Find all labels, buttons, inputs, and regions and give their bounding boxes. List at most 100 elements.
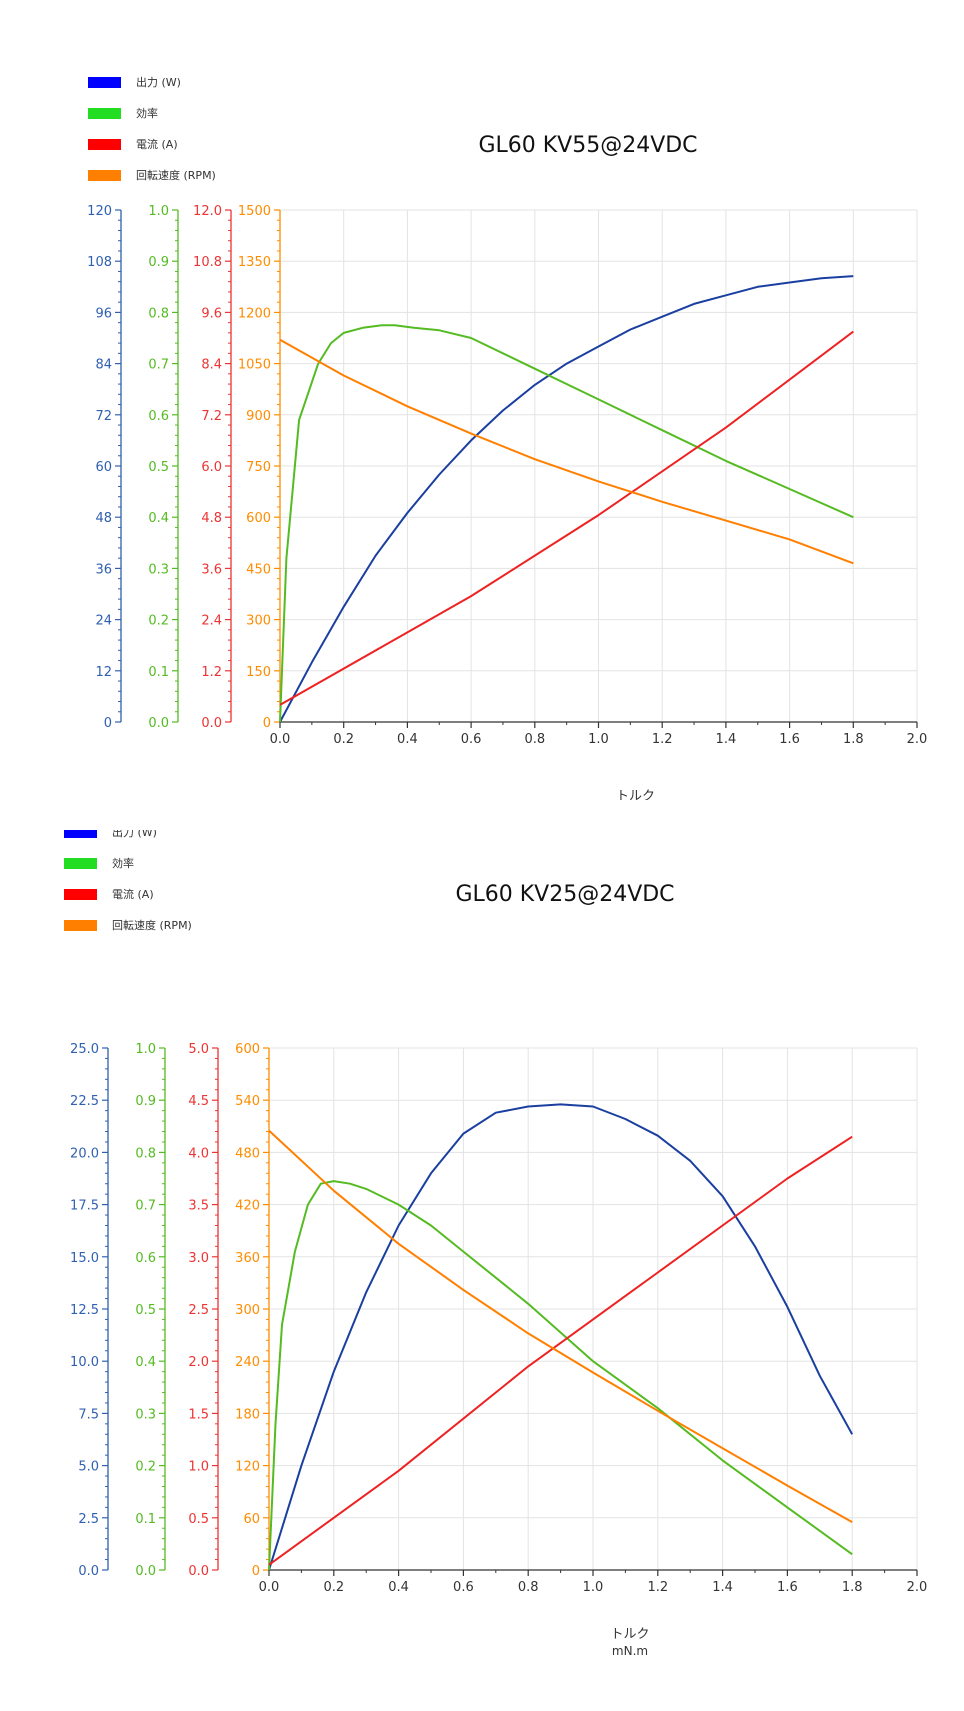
chart-2-legend-label-1: 出力 (W) bbox=[112, 830, 157, 839]
chart-1-axis-rpm-tick-label-2: 300 bbox=[246, 614, 271, 629]
chart-1-axis-rpm-tick-label-5: 750 bbox=[246, 460, 271, 475]
chart-1-x-tick-label-0: 0.0 bbox=[270, 732, 291, 747]
chart-1-axis-power-tick-label-5: 60 bbox=[95, 460, 112, 475]
chart-2-x-tick-label-2: 0.4 bbox=[388, 1580, 409, 1595]
chart-1-axis-power-tick-label-9: 108 bbox=[87, 255, 112, 270]
chart-2-axis-power-tick-label-9: 22.5 bbox=[70, 1094, 99, 1109]
chart-2-legend-label-4: 回転速度 (RPM) bbox=[112, 918, 192, 932]
chart-2-x-tick-label-5: 1.0 bbox=[583, 1580, 604, 1595]
chart-2-axis-power-tick-label-5: 12.5 bbox=[70, 1303, 99, 1318]
chart-1-axis-power-tick-label-2: 24 bbox=[95, 614, 112, 629]
chart-1-axis-current-tick-label-3: 3.6 bbox=[201, 562, 222, 577]
chart-2-legend-swatch-4 bbox=[64, 920, 97, 931]
chart-1: 出力 (W) 効率 電流 (A) 回転速度 (RPM) GL60 KV55@24VDC 0… bbox=[0, 0, 964, 804]
chart-2-axis-rpm-tick-label-0: 0 bbox=[252, 1564, 260, 1579]
chart-1-x-tick-label-9: 1.8 bbox=[843, 732, 864, 747]
chart-2-axis-current-tick-label-1: 0.5 bbox=[188, 1512, 209, 1527]
chart-1-x-tick-label-3: 0.6 bbox=[461, 732, 482, 747]
chart-2-x-axis-unit: mN.m bbox=[612, 1644, 648, 1658]
chart-2-axis-efficiency-tick-label-10: 1.0 bbox=[135, 1042, 156, 1057]
chart-1-series-rpm-line bbox=[279, 338, 854, 565]
chart-1-x-tick-label-1: 0.2 bbox=[333, 732, 354, 747]
chart-2-x-tick-label-8: 1.6 bbox=[777, 1580, 798, 1595]
chart-1-axis-efficiency-tick-label-8: 0.8 bbox=[148, 306, 169, 321]
chart-1-x-tick-label-8: 1.6 bbox=[779, 732, 800, 747]
chart-2-axis-power-tick-label-0: 0.0 bbox=[78, 1564, 99, 1579]
chart-2-x-tick-label-1: 0.2 bbox=[323, 1580, 344, 1595]
chart-2-x-tick-label-4: 0.8 bbox=[518, 1580, 539, 1595]
chart-1-x-tick-label-10: 2.0 bbox=[907, 732, 928, 747]
chart-1-x-tick-label-7: 1.4 bbox=[716, 732, 737, 747]
chart-1-x-tick-label-4: 0.8 bbox=[524, 732, 545, 747]
chart-2-axis-rpm-tick-label-6: 360 bbox=[235, 1251, 260, 1266]
chart-1-axis-rpm-tick-label-8: 1200 bbox=[238, 306, 271, 321]
chart-2-axis-power-tick-label-3: 7.5 bbox=[78, 1407, 99, 1422]
chart-2-title: GL60 KV25@24VDC bbox=[455, 882, 674, 907]
chart-1-axis-efficiency-tick-label-6: 0.6 bbox=[148, 409, 169, 424]
chart-2-axis-efficiency-tick-label-5: 0.5 bbox=[135, 1303, 156, 1318]
chart-1-x-tick-label-6: 1.2 bbox=[652, 732, 673, 747]
chart-1-title: GL60 KV55@24VDC bbox=[478, 133, 697, 158]
chart-2-series-efficiency-line bbox=[268, 1180, 853, 1571]
chart-2-x-tick-label-3: 0.6 bbox=[453, 1580, 474, 1595]
chart-1-axis-current-tick-label-8: 9.6 bbox=[201, 306, 222, 321]
chart-2-axis-rpm-tick-label-8: 480 bbox=[235, 1146, 260, 1161]
chart-1-axis-efficiency-tick-label-10: 1.0 bbox=[148, 204, 169, 219]
chart-1-axis-current-tick-label-5: 6.0 bbox=[201, 460, 222, 475]
chart-2-axis-power-tick-label-1: 2.5 bbox=[78, 1512, 99, 1527]
chart-2-axis-power-tick-label-4: 10.0 bbox=[70, 1355, 99, 1370]
chart-1-legend-swatch-2 bbox=[88, 108, 121, 119]
chart-1-legend-swatch-4 bbox=[88, 170, 121, 181]
chart-1-axis-rpm-tick-label-7: 1050 bbox=[238, 358, 271, 373]
chart-1-axis-rpm-tick-label-0: 0 bbox=[263, 716, 271, 731]
chart-2-axis-rpm-tick-label-1: 60 bbox=[243, 1512, 260, 1527]
chart-2-legend-label-2: 効率 bbox=[112, 856, 134, 870]
chart-1-axis-efficiency-tick-label-3: 0.3 bbox=[148, 562, 169, 577]
chart-1-axis-current-tick-label-7: 8.4 bbox=[201, 358, 222, 373]
chart-2-x-tick-label-0: 0.0 bbox=[259, 1580, 280, 1595]
chart-1-axis-efficiency-tick-label-9: 0.9 bbox=[148, 255, 169, 270]
chart-1-axis-rpm-tick-label-4: 600 bbox=[246, 511, 271, 526]
chart-1-axis-current-tick-label-2: 2.4 bbox=[201, 614, 222, 629]
chart-1-axis-power-tick-label-7: 84 bbox=[95, 358, 112, 373]
chart-2-axis-rpm-tick-label-4: 240 bbox=[235, 1355, 260, 1370]
chart-1-axis-current-tick-label-1: 1.2 bbox=[201, 665, 222, 680]
chart-2-axis-current-tick-label-5: 2.5 bbox=[188, 1303, 209, 1318]
chart-2-axis-current-tick-label-4: 2.0 bbox=[188, 1355, 209, 1370]
chart-1-axis-rpm-tick-label-3: 450 bbox=[246, 562, 271, 577]
chart-2-axis-current-tick-label-0: 0.0 bbox=[188, 1564, 209, 1579]
chart-1-axis-power-tick-label-0: 0 bbox=[104, 716, 112, 731]
chart-1-axis-power-tick-label-8: 96 bbox=[95, 306, 112, 321]
chart-2-axis-efficiency-tick-label-0: 0.0 bbox=[135, 1564, 156, 1579]
chart-1-x-tick-label-5: 1.0 bbox=[588, 732, 609, 747]
chart-2-axis-efficiency-tick-label-3: 0.3 bbox=[135, 1407, 156, 1422]
chart-1-series-efficiency-line bbox=[279, 324, 854, 723]
chart-2-axis-power-tick-label-2: 5.0 bbox=[78, 1460, 99, 1475]
chart-1-legend-swatch-3 bbox=[88, 139, 121, 150]
chart-1-legend-label-1: 出力 (W) bbox=[136, 75, 181, 89]
chart-2-axis-current-tick-label-3: 1.5 bbox=[188, 1407, 209, 1422]
chart-2-legend-swatch-2 bbox=[64, 858, 97, 869]
chart-1-axis-rpm-tick-label-6: 900 bbox=[246, 409, 271, 424]
chart-1-legend-swatch-1 bbox=[88, 77, 121, 88]
chart-2-axis-efficiency-tick-label-1: 0.1 bbox=[135, 1512, 156, 1527]
chart-2-axis-rpm-tick-label-5: 300 bbox=[235, 1303, 260, 1318]
chart-2-axis-efficiency-tick-label-4: 0.4 bbox=[135, 1355, 156, 1370]
chart-1-series-power-line bbox=[279, 275, 854, 723]
chart-2-x-tick-label-6: 1.2 bbox=[647, 1580, 668, 1595]
chart-1-axis-power-tick-label-1: 12 bbox=[95, 665, 112, 680]
chart-1-axis-rpm-tick-label-1: 150 bbox=[246, 665, 271, 680]
chart-1-axis-current-tick-label-4: 4.8 bbox=[201, 511, 222, 526]
chart-2-series-current-line bbox=[268, 1135, 853, 1566]
chart-2-axis-current-tick-label-6: 3.0 bbox=[188, 1251, 209, 1266]
chart-1-axis-current-tick-label-0: 0.0 bbox=[201, 716, 222, 731]
chart-2-legend-swatch-1 bbox=[64, 827, 97, 838]
chart-2-x-axis-label: トルク bbox=[610, 1627, 649, 1642]
chart-2-axis-rpm-tick-label-9: 540 bbox=[235, 1094, 260, 1109]
chart-2-legend-swatch-3 bbox=[64, 889, 97, 900]
chart-2-axis-current-tick-label-8: 4.0 bbox=[188, 1146, 209, 1161]
chart-2-axis-efficiency-tick-label-2: 0.2 bbox=[135, 1460, 156, 1475]
chart-1-axis-power-tick-label-10: 120 bbox=[87, 204, 112, 219]
